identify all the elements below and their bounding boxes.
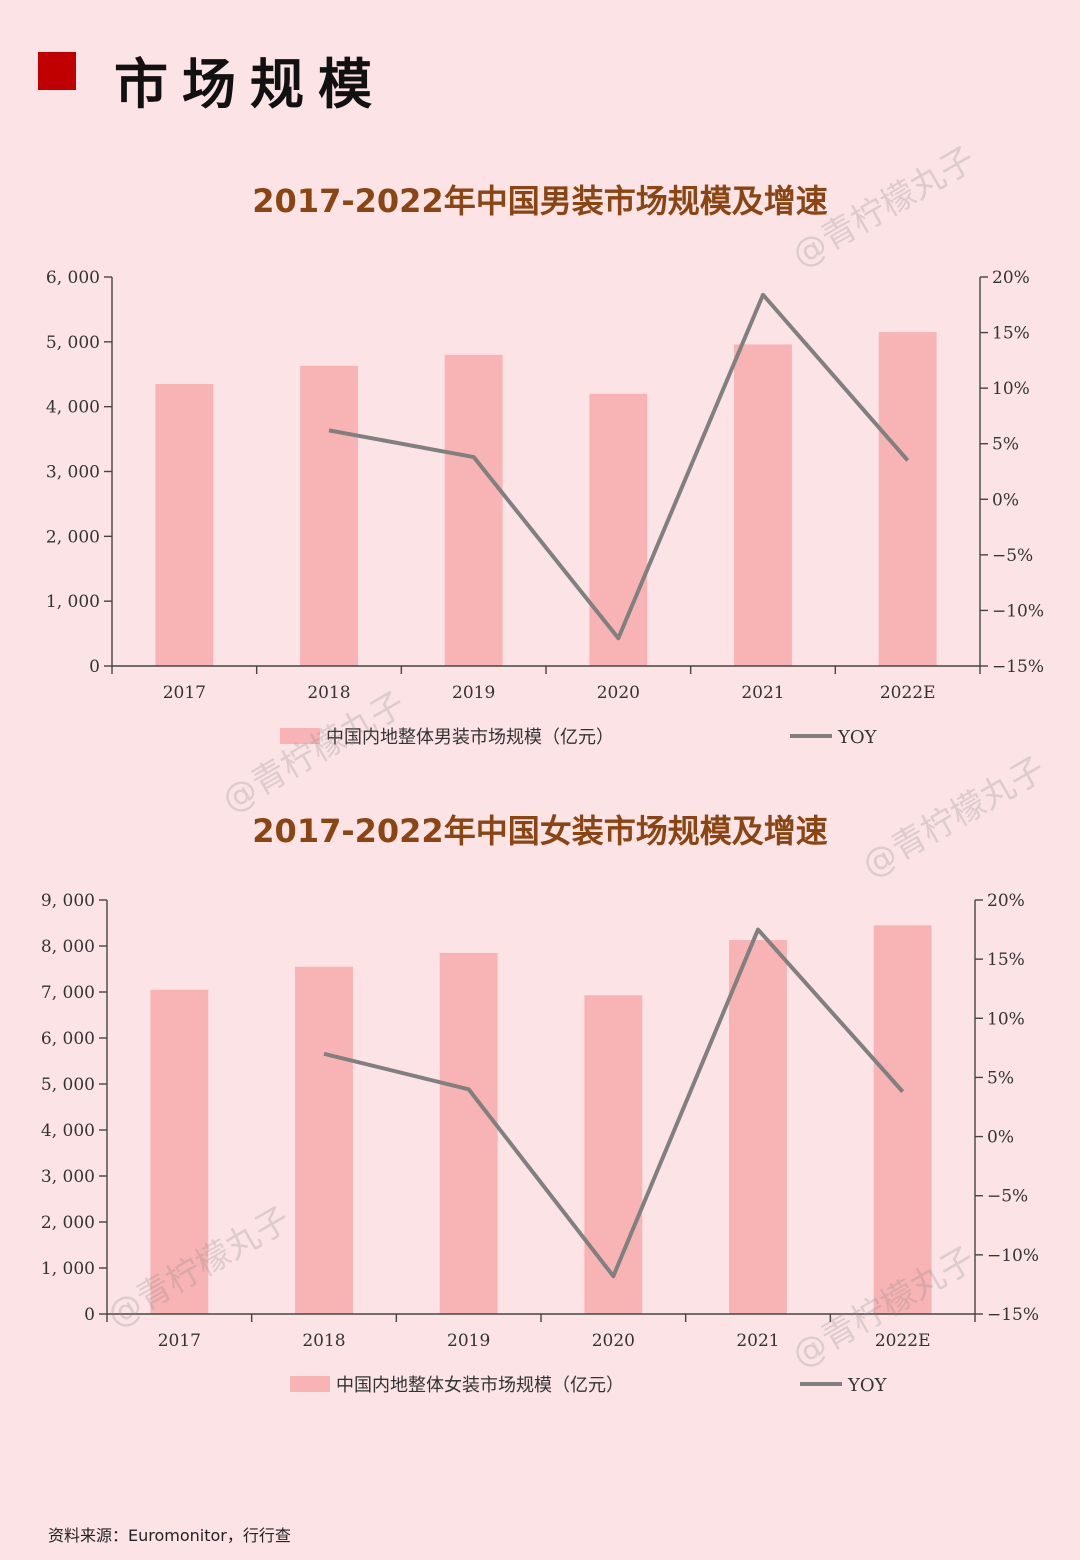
chart-menswear: 0 1, 000 2, 000 3, 000 4, 000 5, 000 6, 000 −15… — [46, 268, 1044, 748]
y-tick-label: 3, 000 — [46, 463, 100, 483]
y2-tick-label: −10% — [987, 1246, 1039, 1266]
page-title: 市场规模 — [114, 52, 386, 116]
bar — [729, 940, 787, 1314]
header-square-icon — [38, 52, 76, 90]
chart-womenswear: 0 1, 000 2, 000 3, 000 4, 000 5, 000 6, 000 7, … — [41, 891, 1039, 1396]
y2-tick-label: 5% — [987, 1068, 1014, 1088]
y-tick-label: 2, 000 — [41, 1213, 95, 1233]
y2-tick-label: 20% — [987, 891, 1025, 911]
legend-line-label: YOY — [837, 727, 878, 748]
y-tick-label: 4, 000 — [46, 398, 100, 418]
y-tick-label: 7, 000 — [41, 983, 95, 1003]
x-tick-label: 2021 — [741, 683, 784, 703]
y2-tick-label: 0% — [992, 490, 1019, 510]
y2-tick-label: 15% — [987, 950, 1025, 970]
y-tick-label: 5, 000 — [46, 333, 100, 353]
y-tick-label: 3, 000 — [41, 1167, 95, 1187]
y2-tick-label: −5% — [987, 1187, 1028, 1207]
x-tick-label: 2018 — [307, 683, 350, 703]
y2-tick-label: 10% — [987, 1009, 1025, 1029]
x-tick-label: 2019 — [452, 683, 495, 703]
yoy-line — [323, 927, 905, 1279]
bar — [295, 966, 353, 1314]
y-tick-label: 6, 000 — [41, 1029, 95, 1049]
y2-tick-label: 0% — [987, 1128, 1014, 1148]
legend-bar-swatch — [290, 1376, 330, 1392]
y2-tick-label: −15% — [987, 1305, 1039, 1325]
x-tick-label: 2017 — [158, 1331, 201, 1351]
x-tick-label: 2020 — [592, 1331, 635, 1351]
y2-tick-label: 10% — [992, 379, 1030, 399]
legend-bar-swatch — [280, 728, 320, 744]
bar — [589, 393, 648, 666]
bar — [444, 354, 503, 666]
x-tick-label: 2022E — [880, 683, 936, 703]
y2-tick-label: 15% — [992, 324, 1030, 344]
source-note: 资料来源：Euromonitor，行行查 — [48, 1526, 291, 1545]
y2-tick-label: 20% — [992, 268, 1030, 288]
chart-title-menswear: 2017-2022年中国男装市场规模及增速 — [252, 182, 828, 220]
y-tick-label: 4, 000 — [41, 1121, 95, 1141]
bar — [155, 383, 214, 666]
x-tick-label: 2018 — [302, 1331, 345, 1351]
x-tick-label: 2021 — [736, 1331, 779, 1351]
y-tick-label: 0 — [89, 657, 100, 677]
bar — [878, 332, 937, 666]
legend-bar-label: 中国内地整体男装市场规模（亿元） — [326, 727, 614, 748]
bar — [300, 365, 358, 666]
y2-tick-label: −5% — [992, 546, 1033, 566]
y2-tick-label: −15% — [992, 657, 1044, 677]
y-tick-label: 2, 000 — [46, 527, 100, 547]
x-tick-label: 2019 — [447, 1331, 490, 1351]
chart-title-womenswear: 2017-2022年中国女装市场规模及增速 — [252, 812, 828, 850]
legend-bar-label: 中国内地整体女装市场规模（亿元） — [336, 1375, 624, 1396]
x-tick-label: 2020 — [597, 683, 640, 703]
bar — [734, 344, 792, 666]
y2-tick-label: 5% — [992, 435, 1019, 455]
y-tick-label: 6, 000 — [46, 268, 100, 288]
y-tick-label: 0 — [84, 1305, 95, 1325]
x-tick-label: 2017 — [163, 683, 206, 703]
y-tick-label: 1, 000 — [46, 592, 100, 612]
x-tick-label: 2022E — [875, 1331, 931, 1351]
legend-line-label: YOY — [847, 1375, 888, 1396]
y-tick-label: 8, 000 — [41, 937, 95, 957]
y2-tick-label: −10% — [992, 601, 1044, 621]
y-tick-label: 1, 000 — [41, 1259, 95, 1279]
bar — [873, 925, 932, 1314]
bar — [584, 995, 643, 1314]
bar — [150, 989, 209, 1314]
y-tick-label: 5, 000 — [41, 1075, 95, 1095]
bar — [439, 952, 498, 1314]
yoy-line — [328, 292, 910, 641]
y-tick-label: 9, 000 — [41, 891, 95, 911]
